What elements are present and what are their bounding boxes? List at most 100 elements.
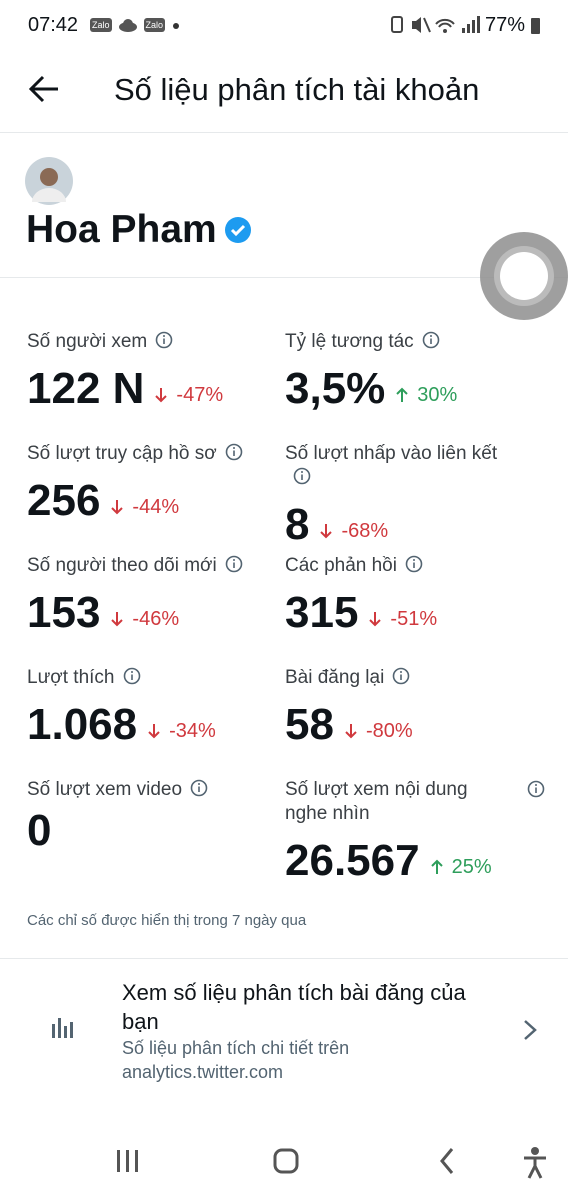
info-icon: [225, 443, 243, 461]
info-circle: [527, 780, 545, 798]
metric-value: 0: [27, 806, 52, 855]
metric-value-row: 153 -46%: [27, 582, 277, 644]
post-analytics-link[interactable]: Xem số liệu phân tích bài đăng của bạn S…: [0, 960, 568, 1092]
metric-label: Số lượt xem video: [27, 779, 183, 800]
arrow-down: [320, 524, 333, 539]
divider: [0, 132, 568, 133]
metric-label-row: Các phản hồi: [285, 554, 545, 578]
assistive-touch[interactable]: [480, 232, 568, 320]
link-title: Xem số liệu phân tích bài đăng của bạn: [122, 980, 466, 1034]
divider: [0, 277, 568, 278]
info-dot: [198, 783, 201, 785]
arrow: [111, 612, 124, 627]
info-circle: [190, 779, 208, 797]
metric: Tỷ lệ tương tác 3,5% 30%: [285, 330, 545, 420]
metric: Số lượt truy cập hồ sơ 256 -44%: [27, 442, 277, 532]
metric: Số lượt nhấp vào liên kết 8 -68%: [285, 442, 545, 556]
metric-value-row: 8 -68%: [285, 494, 545, 556]
metric-value-row: 0: [27, 806, 277, 856]
arrow-down: [345, 724, 357, 739]
arrow-up: [430, 859, 443, 874]
metric-change: -34%: [147, 706, 216, 756]
info-dot: [163, 335, 166, 337]
nav-bar: [117, 1147, 546, 1179]
metric: Bài đăng lại 58 -80%: [285, 666, 545, 756]
battery-level: 77%: [485, 14, 526, 36]
info-stem: [301, 474, 303, 480]
back-nav-button[interactable]: [440, 1148, 454, 1174]
info-dot: [535, 784, 537, 786]
info-circle: [392, 667, 410, 685]
metric-label-row: Số lượt xem video: [27, 778, 277, 802]
arrow: [111, 500, 124, 515]
metric-change: 25%: [430, 842, 492, 892]
battery-icon: [531, 18, 540, 34]
metric-change: 30%: [395, 370, 457, 420]
info-icon: [392, 667, 410, 685]
metric-label: Lượt thích: [27, 667, 115, 688]
metric-value: 122 N: [27, 364, 145, 413]
metric-change-text: -44%: [132, 496, 180, 518]
metric-label: Tỷ lệ tương tác: [285, 331, 414, 352]
metric-change: -44%: [110, 482, 179, 532]
info-circle: [225, 443, 243, 461]
metric: Lượt thích 1.068 -34%: [27, 666, 277, 756]
metric-label-row: Số người theo dõi mới: [27, 554, 277, 578]
chevron: [524, 1020, 537, 1040]
metric-value-row: 58 -80%: [285, 694, 545, 756]
metric-value: 153: [27, 588, 101, 637]
metric-change: -80%: [344, 706, 413, 756]
metric-change-text: 25%: [451, 856, 492, 878]
info-icon: [527, 780, 545, 798]
metric-change-text: 30%: [417, 384, 458, 406]
home-button[interactable]: [273, 1148, 299, 1174]
metric-change-text: -51%: [390, 608, 438, 630]
arrow: [148, 724, 160, 739]
profile-name: Hoa Pham: [26, 208, 217, 251]
info-circle: [123, 667, 140, 685]
info-dot: [429, 335, 432, 337]
arrow-down: [111, 500, 124, 515]
status-icons: [391, 16, 480, 33]
info-stem: [535, 787, 537, 793]
metric: Số lượt xem nội dung nghe nhìn 26.567 25%: [285, 778, 545, 892]
accessibility-button[interactable]: [524, 1147, 546, 1179]
metric-change: -46%: [110, 594, 179, 644]
info-circle: [225, 555, 243, 573]
arrow-down: [369, 612, 382, 627]
app-icon: Zalo: [143, 18, 166, 32]
arrow: [345, 724, 357, 739]
metric-label: Số lượt xem nội dung nghe nhìn: [285, 779, 468, 824]
arrow: [396, 387, 409, 402]
app-icon: Zalo: [90, 18, 112, 32]
metric-value: 1.068: [27, 700, 138, 749]
info-stem: [429, 338, 432, 344]
back-button[interactable]: [28, 74, 62, 104]
info-dot: [232, 447, 235, 449]
metric-label: Số lượt truy cập hồ sơ: [27, 443, 217, 464]
info-circle: [422, 331, 439, 349]
info-circle: [155, 331, 173, 349]
info-stem: [400, 674, 403, 680]
metric: Số người xem 122 N -47%: [27, 330, 277, 420]
avatar[interactable]: [24, 156, 74, 206]
status-time: 07:42: [28, 14, 79, 36]
arrow-down: [148, 724, 160, 739]
arrow-down: [155, 388, 168, 403]
metric-change: -51%: [368, 594, 437, 644]
info-icon: [293, 467, 311, 485]
chart-icon: [52, 1018, 73, 1038]
info-circle: [405, 555, 423, 573]
metric: Các phản hồi 315 -51%: [285, 554, 545, 644]
metric: Số lượt xem video 0: [27, 778, 277, 856]
metric-label: Số lượt nhấp vào liên kết: [285, 443, 498, 464]
dot: [173, 23, 180, 29]
metric-change-text: -47%: [176, 384, 224, 406]
metric-value: 26.567: [285, 836, 420, 885]
info-icon: [190, 779, 208, 797]
info-stem: [232, 562, 235, 568]
info-stem: [232, 450, 235, 456]
metric-value-row: 315 -51%: [285, 582, 545, 644]
arrow-down: [111, 612, 124, 627]
recents-button[interactable]: [117, 1150, 138, 1172]
